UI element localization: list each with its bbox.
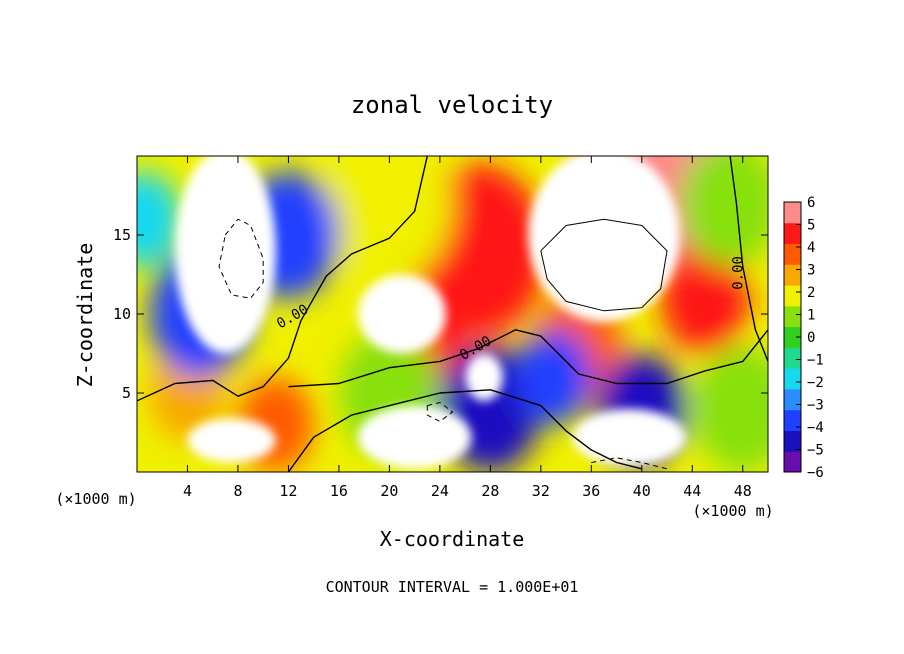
colorbar-segment [784, 451, 801, 473]
y-tick-label: 5 [122, 384, 131, 402]
colorbar-segment [784, 285, 801, 307]
y-tick-label: 10 [113, 305, 131, 323]
field-blob [515, 329, 592, 425]
colorbar-segment [784, 388, 801, 411]
colorbar-segment [784, 222, 801, 245]
x-tick-label: 4 [183, 482, 192, 500]
field-blob [679, 156, 768, 267]
negative-contour-line [218, 218, 264, 299]
colorbar-tick-label: 6 [807, 195, 815, 211]
undefined-region [174, 156, 276, 354]
x-tick-label: 40 [633, 482, 651, 500]
colorbar-segment [784, 243, 801, 265]
colorbar-tick-label: 0 [807, 330, 815, 346]
x-tick-label: 32 [532, 482, 550, 500]
negative-contour-line [426, 401, 454, 422]
x-tick-label: 16 [330, 482, 348, 500]
x-tick-label: 28 [481, 482, 499, 500]
velocity-field [137, 156, 768, 472]
chart-title: zonal velocity [351, 91, 553, 119]
undefined-region [187, 418, 276, 463]
colorbar-segment [784, 326, 801, 348]
zero-contour-line [137, 156, 428, 402]
positive-contour-line [540, 218, 668, 312]
colorbar-tick-label: −1 [807, 353, 824, 369]
colorbar-tick-label: 1 [807, 308, 815, 324]
y-axis-label: Z-coordinate [73, 243, 97, 388]
colorbar-segment [784, 264, 801, 286]
undefined-regions [174, 156, 686, 469]
undefined-region [572, 408, 686, 466]
y-unit-note: (×1000 m) [55, 490, 136, 508]
x-axis: 4 8 12 16 20 24 28 32 36 40 44 48 [183, 156, 752, 500]
colorbar-segment [784, 347, 801, 369]
undefined-region [357, 405, 472, 469]
x-tick-label: 24 [431, 482, 449, 500]
x-tick-label: 12 [279, 482, 297, 500]
colorbar-tick-label: −5 [807, 443, 824, 459]
colorbar-segment [784, 430, 801, 452]
zero-contour-line [288, 329, 768, 388]
undefined-region [528, 156, 680, 322]
x-unit-note: (×1000 m) [692, 502, 773, 520]
zero-contour-line [729, 156, 768, 362]
x-tick-label: 8 [233, 482, 242, 500]
colorbar-tick-label: −2 [807, 375, 824, 391]
colorbar-tick-label: 2 [807, 285, 815, 301]
contour-interval-footer: CONTOUR INTERVAL = 1.000E+01 [326, 578, 579, 596]
colorbar-segment [784, 409, 801, 431]
x-tick-label: 20 [380, 482, 398, 500]
negative-contour-line [591, 457, 668, 470]
y-axis: 5 10 15 [113, 226, 768, 402]
colorbar-tick-label: 3 [807, 263, 815, 279]
field-blob [660, 242, 750, 354]
field-blob [137, 171, 182, 267]
colorbar-segment [784, 202, 801, 224]
x-axis-label: X-coordinate [380, 527, 525, 551]
y-tick-label: 15 [113, 226, 131, 244]
colorbar-tick-label: −3 [807, 398, 824, 414]
contour-label: 0.00 [731, 256, 747, 290]
colorbar: 6 5 4 3 2 1 0 −1 −2 −3 −4 −5 −6 [783, 195, 824, 481]
colorbar-tick-label: 5 [807, 218, 815, 234]
x-tick-label: 36 [582, 482, 600, 500]
undefined-region [465, 353, 503, 401]
contour-lines [137, 156, 768, 472]
undefined-region [357, 274, 447, 354]
colorbar-tick-label: −4 [807, 420, 824, 436]
colorbar-segment [784, 305, 801, 328]
colorbar-tick-label: 4 [807, 240, 815, 256]
colorbar-segment [784, 368, 801, 390]
x-tick-label: 44 [683, 482, 701, 500]
x-tick-label: 48 [734, 482, 752, 500]
zero-contour-line [287, 389, 642, 472]
colorbar-tick-label: −6 [807, 465, 824, 481]
field-blob [692, 345, 768, 472]
